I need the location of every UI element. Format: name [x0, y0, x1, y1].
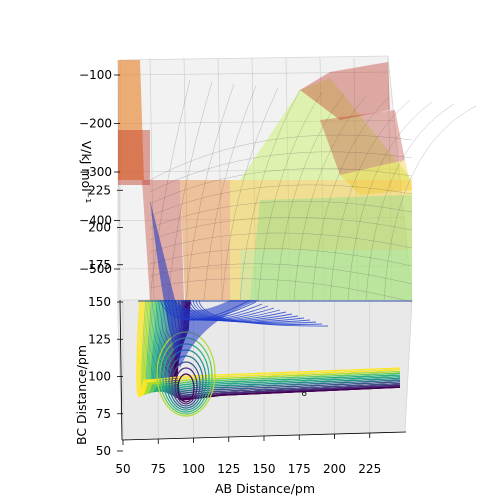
wireframe-line — [149, 232, 413, 253]
y-tick-label: 75 — [96, 407, 111, 421]
y-tick-label: 150 — [88, 295, 111, 309]
wireframe-line — [149, 263, 413, 285]
wireframe-line — [365, 103, 455, 301]
z-grid-line — [119, 71, 390, 76]
wireframe-line — [185, 83, 235, 301]
contour-line — [177, 373, 195, 403]
wireframe-line — [149, 216, 413, 241]
wireframe-line — [149, 134, 413, 181]
wireframe-line — [203, 85, 257, 301]
wireframe-line — [167, 81, 213, 301]
surface-patch — [240, 78, 412, 180]
back-grid-line — [217, 57, 223, 301]
back-grid-line — [285, 57, 291, 301]
x-tick-label: 100 — [182, 462, 205, 476]
surface-patch — [180, 180, 230, 300]
contour-line — [192, 299, 317, 324]
contour-line — [167, 299, 401, 396]
contour-line — [154, 299, 401, 392]
surface-patch — [320, 110, 405, 175]
x-tick-label: 75 — [151, 462, 166, 476]
y-tick-label: 175 — [88, 258, 111, 272]
z-grid-line — [119, 265, 409, 270]
wireframe-line — [149, 278, 413, 303]
surface-patch — [118, 60, 144, 180]
y-tick-label: 100 — [88, 370, 111, 384]
wireframe-line — [149, 168, 413, 205]
surface-patch — [118, 130, 150, 185]
marked-point — [302, 391, 307, 397]
y-tick-label: 125 — [88, 332, 111, 346]
contour-line — [168, 355, 204, 409]
z-grid-line — [119, 120, 395, 124]
back-grid-line — [387, 57, 393, 301]
z-tick-label: −400 — [79, 214, 112, 228]
surface-patch — [340, 160, 412, 195]
contour-line — [174, 367, 198, 405]
contour-line — [195, 299, 323, 325]
surface-patch — [300, 62, 390, 120]
x-tick-label: 125 — [217, 462, 240, 476]
contour-line — [147, 299, 401, 394]
x-tick-label: 50 — [115, 462, 130, 476]
surface-valley — [150, 200, 260, 368]
x-tick-label: 225 — [358, 462, 381, 476]
surface-plot — [118, 60, 412, 368]
back-grid-line — [183, 57, 189, 301]
surface-patch — [250, 195, 412, 300]
contour-line — [186, 299, 305, 323]
surface-wireframe — [149, 79, 477, 303]
contour-line — [150, 299, 401, 393]
z-axis: −100 −200 −300 −400 −500 — [79, 68, 120, 276]
wireframe-line — [149, 200, 413, 229]
y-tick-label: 50 — [96, 444, 111, 458]
surface-patch — [138, 300, 412, 302]
y-axis-label: BC Distance/pm — [74, 345, 89, 445]
wireframe-line — [383, 105, 477, 301]
x-tick-label: 200 — [323, 462, 346, 476]
wireframe-line — [149, 184, 413, 217]
wireframe-line — [275, 93, 345, 301]
y-axis: 50 75 100 125 150 175 200 225 — [88, 183, 123, 458]
y-axis-line — [119, 299, 123, 441]
wireframe-line — [347, 101, 433, 301]
wireframe-line — [329, 99, 411, 301]
surface-patch — [230, 180, 412, 300]
contour-line — [171, 361, 201, 407]
y-tick-label: 225 — [88, 183, 111, 197]
back-grid-line — [353, 57, 359, 301]
z-tick-label: −100 — [79, 68, 112, 82]
contour-line — [189, 299, 311, 323]
wireframe-line — [257, 91, 323, 301]
z-tick-label: −200 — [79, 117, 112, 131]
z-tick-label: −500 — [79, 262, 112, 276]
z-tick-label: −300 — [79, 165, 112, 179]
wireframe-line — [149, 151, 413, 193]
surface-patch — [240, 250, 412, 300]
wireframe-line — [293, 95, 367, 301]
x-axis: 50 75 100 125 150 175 200 225 — [115, 431, 407, 476]
x-axis-line — [121, 431, 407, 441]
back-grid-line — [319, 57, 325, 301]
contour-line — [198, 299, 329, 327]
wireframe-line — [149, 248, 413, 267]
x-axis-label: AB Distance/pm — [215, 481, 315, 496]
z-axis-label: V/kJ mol⁻¹ — [79, 141, 94, 204]
contour-line — [136, 299, 401, 398]
x-tick-label: 175 — [288, 462, 311, 476]
y-tick-label: 200 — [88, 221, 111, 235]
x-tick-label: 150 — [253, 462, 276, 476]
wireframe-line — [221, 87, 279, 301]
back-grid-line — [251, 57, 257, 301]
